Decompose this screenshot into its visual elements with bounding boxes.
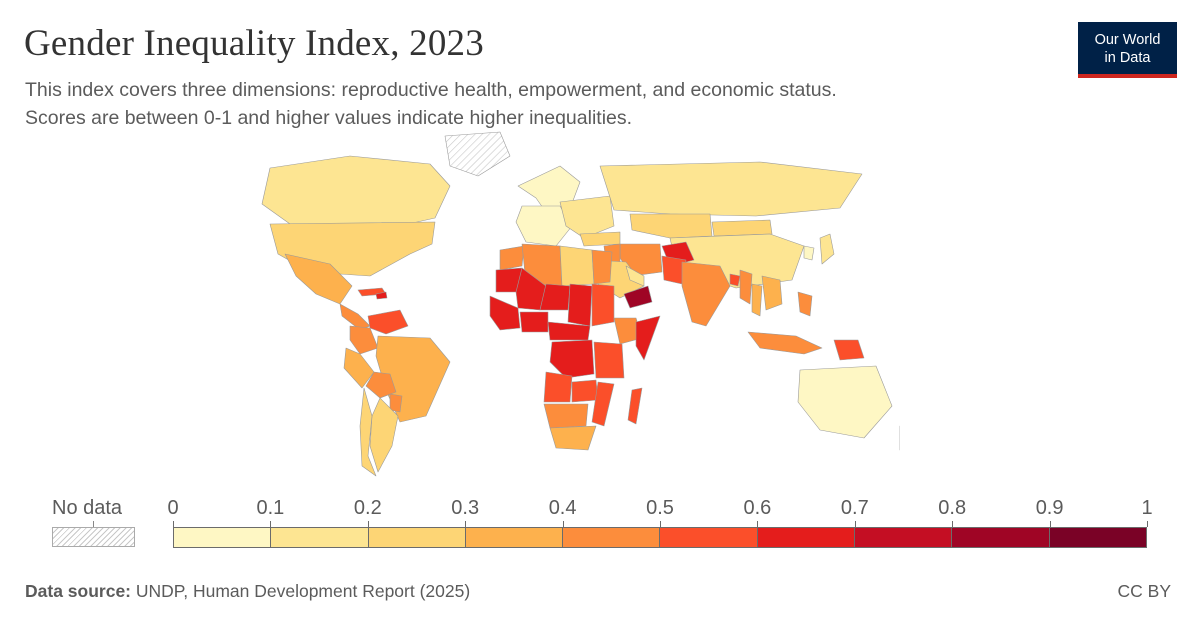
legend-tick-label: 0.7 bbox=[840, 497, 869, 519]
country-chile[interactable] bbox=[359, 387, 377, 477]
subtitle-line-2: Scores are between 0-1 and higher values… bbox=[25, 107, 633, 129]
country-south-africa[interactable] bbox=[549, 425, 597, 451]
country-yemen[interactable] bbox=[623, 285, 653, 309]
data-source-label: Data source: bbox=[25, 581, 132, 601]
country-arabian-gulf-states[interactable] bbox=[625, 265, 645, 287]
country-myanmar[interactable] bbox=[739, 269, 753, 305]
country-bangladesh[interactable] bbox=[729, 273, 741, 287]
legend-bin-8[interactable] bbox=[952, 528, 1050, 547]
country-nigeria[interactable] bbox=[519, 311, 549, 333]
country-russia[interactable] bbox=[599, 161, 863, 217]
legend-tick-mark bbox=[465, 521, 467, 527]
legend-tick-label: 0.3 bbox=[451, 497, 480, 519]
legend-no-data-tick bbox=[93, 521, 94, 527]
legend-tick-mark bbox=[1147, 521, 1148, 527]
country-west-africa-coast[interactable] bbox=[489, 295, 521, 331]
chart-title: Gender Inequality Index, 2023 bbox=[24, 23, 484, 64]
legend-bin-6[interactable] bbox=[757, 528, 856, 547]
country-zambia[interactable] bbox=[571, 379, 599, 403]
legend-tick-mark bbox=[757, 521, 759, 527]
legend-tick-label: 0.8 bbox=[938, 497, 967, 519]
legend-tick-mark bbox=[270, 521, 272, 527]
legend-no-data-swatch bbox=[52, 527, 135, 547]
country-peru[interactable] bbox=[343, 347, 375, 389]
country-egypt[interactable] bbox=[591, 249, 613, 285]
license-label[interactable]: CC BY bbox=[1117, 581, 1171, 601]
legend-bin-3[interactable] bbox=[465, 528, 564, 547]
legend-bin-9[interactable] bbox=[1049, 528, 1146, 547]
legend-tick-mark bbox=[367, 521, 369, 527]
country-libya[interactable] bbox=[559, 245, 595, 287]
country-mozambique[interactable] bbox=[591, 381, 615, 427]
country-dr-congo[interactable] bbox=[549, 339, 595, 379]
legend-bin-7[interactable] bbox=[855, 528, 953, 547]
country-colombia[interactable] bbox=[349, 325, 379, 355]
country-korea[interactable] bbox=[803, 245, 815, 261]
country-indonesia[interactable] bbox=[747, 331, 823, 355]
country-canada[interactable] bbox=[261, 155, 451, 229]
world-map bbox=[261, 131, 900, 477]
country-haiti[interactable] bbox=[375, 291, 388, 300]
owid-logo[interactable]: Our World in Data bbox=[1078, 22, 1177, 78]
country-japan[interactable] bbox=[819, 233, 835, 265]
legend-bin-0[interactable] bbox=[174, 528, 272, 547]
data-source-text[interactable]: UNDP, Human Development Report (2025) bbox=[135, 581, 471, 601]
country-indochina[interactable] bbox=[761, 275, 783, 311]
legend-tick-label: 0.2 bbox=[353, 497, 382, 519]
country-australia[interactable] bbox=[797, 365, 893, 439]
country-bolivia[interactable] bbox=[365, 371, 397, 399]
legend-tick-mark bbox=[952, 521, 954, 527]
country-india[interactable] bbox=[681, 261, 731, 327]
country-east-africa[interactable] bbox=[593, 341, 625, 379]
country-namibia-botswana[interactable] bbox=[543, 403, 589, 429]
legend-tick-label: 0.6 bbox=[743, 497, 772, 519]
legend-tick-label: 0.1 bbox=[256, 497, 285, 519]
logo-line-1: Our World bbox=[1094, 32, 1161, 48]
country-venezuela[interactable] bbox=[367, 309, 409, 335]
country-somalia[interactable] bbox=[635, 315, 661, 361]
logo-line-2: in Data bbox=[1104, 50, 1151, 66]
legend-bin-2[interactable] bbox=[368, 528, 466, 547]
legend-tick-mark bbox=[1049, 521, 1051, 527]
legend-tick-label: 0.4 bbox=[548, 497, 577, 519]
country-central-america[interactable] bbox=[339, 303, 371, 331]
legend-tick-mark bbox=[660, 521, 661, 527]
legend-tick-mark bbox=[562, 521, 564, 527]
legend-tick-label: 0 bbox=[167, 497, 179, 519]
legend-tick-label: 0.5 bbox=[646, 497, 674, 519]
country-mali[interactable] bbox=[515, 267, 547, 311]
country-paraguay[interactable] bbox=[389, 393, 403, 413]
legend-tick-label: 0.9 bbox=[1035, 497, 1064, 519]
country-philippines[interactable] bbox=[797, 291, 813, 317]
legend-tick-mark bbox=[854, 521, 856, 527]
country-sudan[interactable] bbox=[591, 283, 615, 327]
country-chad[interactable] bbox=[567, 283, 593, 327]
legend-bin-5[interactable] bbox=[660, 528, 758, 547]
country-morocco[interactable] bbox=[499, 245, 525, 271]
legend-no-data-label: No data bbox=[52, 497, 123, 519]
legend-bin-4[interactable] bbox=[563, 528, 661, 547]
country-greenland[interactable] bbox=[444, 131, 511, 177]
country-mongolia[interactable] bbox=[711, 219, 773, 237]
country-kazakhstan[interactable] bbox=[629, 213, 713, 239]
data-source: Data source: UNDP, Human Development Rep… bbox=[25, 581, 470, 602]
country-madagascar[interactable] bbox=[627, 387, 643, 425]
country-turkey[interactable] bbox=[579, 231, 621, 247]
chart-subtitle: This index covers three dimensions: repr… bbox=[25, 76, 1035, 132]
country-eastern-europe[interactable] bbox=[559, 195, 615, 239]
legend-tick-label: 1 bbox=[1141, 497, 1153, 519]
legend-bin-1[interactable] bbox=[271, 528, 369, 547]
subtitle-line-1: This index covers three dimensions: repr… bbox=[25, 79, 837, 101]
legend-tick-mark bbox=[173, 521, 174, 527]
country-angola[interactable] bbox=[543, 371, 573, 403]
country-thailand[interactable] bbox=[751, 283, 763, 317]
legend-color-scale bbox=[173, 527, 1147, 548]
country-papua-new-guinea[interactable] bbox=[833, 339, 865, 361]
country-niger[interactable] bbox=[539, 283, 571, 311]
